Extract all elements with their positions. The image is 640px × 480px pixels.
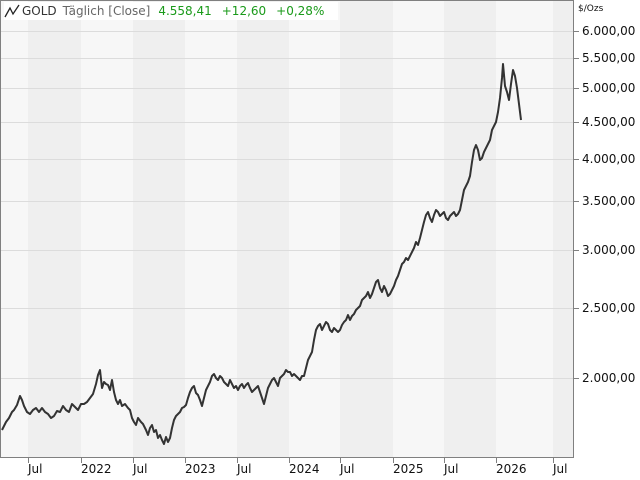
x-tick-label: 2023 [185, 462, 216, 476]
price-change: +12,60 [221, 4, 267, 18]
x-axis-ticks [28, 458, 554, 463]
price-change-pct: +0,28% [276, 4, 325, 18]
x-tick-label: 2025 [393, 462, 424, 476]
x-tick-label: Jul [28, 462, 43, 476]
x-tick-label: 2024 [289, 462, 320, 476]
line-chart-icon [4, 4, 20, 18]
period-label: Täglich [Close] [62, 4, 151, 18]
last-price: 4.558,41 [158, 4, 212, 18]
x-tick-label: Jul [444, 462, 459, 476]
symbol-label: GOLD [22, 4, 57, 18]
time-bands [28, 0, 574, 458]
x-tick-label: Jul [133, 462, 148, 476]
y-tick-label: 5.000,00 [582, 81, 636, 95]
grid-lines [0, 31, 574, 379]
price-line [1, 63, 522, 445]
y-tick-label: 3.000,00 [582, 243, 636, 257]
y-tick-label: 4.000,00 [582, 152, 636, 166]
y-axis-unit: $/Ozs [578, 4, 604, 14]
x-tick-label: 2022 [81, 462, 112, 476]
chart-header: GOLD Täglich [Close] 4.558,41 +12,60 +0,… [4, 2, 339, 20]
y-axis-ticks [574, 31, 579, 379]
y-tick-label: 6.000,00 [582, 24, 636, 38]
y-tick-label: 2.000,00 [582, 371, 636, 385]
y-tick-label: 3.500,00 [582, 194, 636, 208]
y-tick-label: 5.500,00 [582, 51, 636, 65]
y-tick-label: 4.500,00 [582, 115, 636, 129]
x-tick-label: Jul [237, 462, 252, 476]
x-tick-label: 2026 [496, 462, 527, 476]
x-tick-label: Jul [340, 462, 355, 476]
x-tick-label: Jul [553, 462, 568, 476]
plot-border [0, 0, 574, 458]
y-tick-label: 2.500,00 [582, 301, 636, 315]
